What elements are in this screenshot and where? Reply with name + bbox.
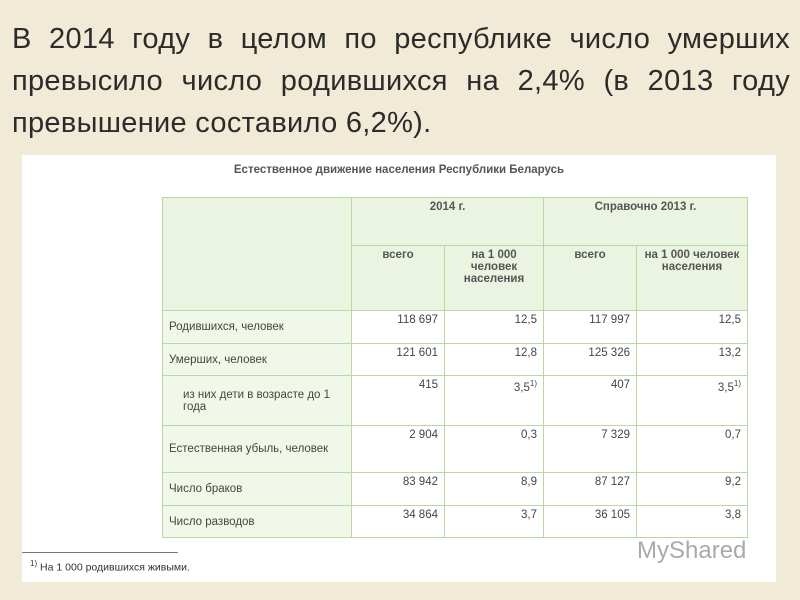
table-cell: 121 601: [351, 343, 445, 376]
table-cell: 407: [543, 375, 637, 426]
table-cell: из них дети в возрасте до 1 года: [162, 375, 352, 426]
footnote-mark: 1): [30, 559, 38, 568]
table-cell: Родившихся, человек: [162, 310, 352, 344]
table-cell: Число браков: [162, 472, 352, 506]
table-cell: Естественная убыль, человек: [162, 425, 352, 473]
table-cell: 125 326: [543, 343, 637, 376]
corner: [162, 197, 352, 311]
table-row: Умерших, человек 121 601 12,8 125 326 13,2: [162, 343, 748, 376]
footnote-rule: [22, 552, 178, 553]
sub-header: всего: [543, 245, 637, 311]
table-panel: Естественное движение населения Республи…: [22, 155, 776, 582]
cell-note: 1): [529, 379, 537, 388]
cell-note: 1): [733, 379, 741, 388]
cell-value: 3,5: [513, 381, 530, 394]
table-cell: 13,2: [636, 343, 748, 376]
table-cell: 0,7: [636, 425, 748, 473]
table-cell: 8,9: [444, 472, 544, 506]
table-cell: Умерших, человек: [162, 343, 352, 376]
heading: В 2014 году в целом по республике число …: [12, 23, 790, 139]
group-header: Справочно 2013 г.: [543, 197, 748, 246]
sub-header: на 1 000 человек населения: [636, 245, 748, 311]
table-cell: 12,5: [636, 310, 748, 344]
table-cell: 12,8: [444, 343, 544, 376]
table-cell: 118 697: [351, 310, 445, 344]
watermark: MyShared: [637, 537, 747, 564]
table-cell: 3,8: [636, 505, 748, 538]
table-row: Естественная убыль, человек 2 904 0,3 7 329…: [162, 425, 748, 473]
table: 2014 г. Справочно 2013 г. всего на 1 000 …: [162, 197, 748, 538]
sub-header: на 1 000 человек населения: [444, 245, 544, 311]
footnote-text: На 1 000 родившихся живыми.: [40, 561, 190, 574]
table-title: Естественное движение населения Республи…: [233, 164, 565, 176]
table-cell: 3,7: [444, 505, 544, 538]
table-row: из них дети в возрасте до 1 года 415 3,51)…: [162, 375, 748, 426]
table-cell: 3,51): [636, 375, 748, 426]
table-cell: 415: [351, 375, 445, 426]
table-cell: 117 997: [543, 310, 637, 344]
sub-header: всего: [351, 245, 445, 311]
table-cell: 34 864: [351, 505, 445, 538]
table-row: Родившихся, человек 118 697 12,5 117 997 12,…: [162, 310, 748, 344]
table-cell: 3,51): [444, 375, 544, 426]
table-cell: 9,2: [636, 472, 748, 506]
table-cell: 83 942: [351, 472, 445, 506]
table-cell: 0,3: [444, 425, 544, 473]
table-cell: 2 904: [351, 425, 445, 473]
cell-value: 3,5: [717, 381, 734, 394]
group-header: 2014 г.: [351, 197, 544, 246]
table-cell: 87 127: [543, 472, 637, 506]
table-row: Число браков 83 942 8,9 87 127 9,2: [162, 472, 748, 506]
table-cell: Число разводов: [162, 505, 352, 538]
table-cell: 12,5: [444, 310, 544, 344]
table-cell: 7 329: [543, 425, 637, 473]
table-cell: 36 105: [543, 505, 637, 538]
table-row: Число разводов 34 864 3,7 36 105 3,8: [162, 505, 748, 538]
footnote: 1) На 1 000 родившихся живыми.: [30, 559, 190, 574]
